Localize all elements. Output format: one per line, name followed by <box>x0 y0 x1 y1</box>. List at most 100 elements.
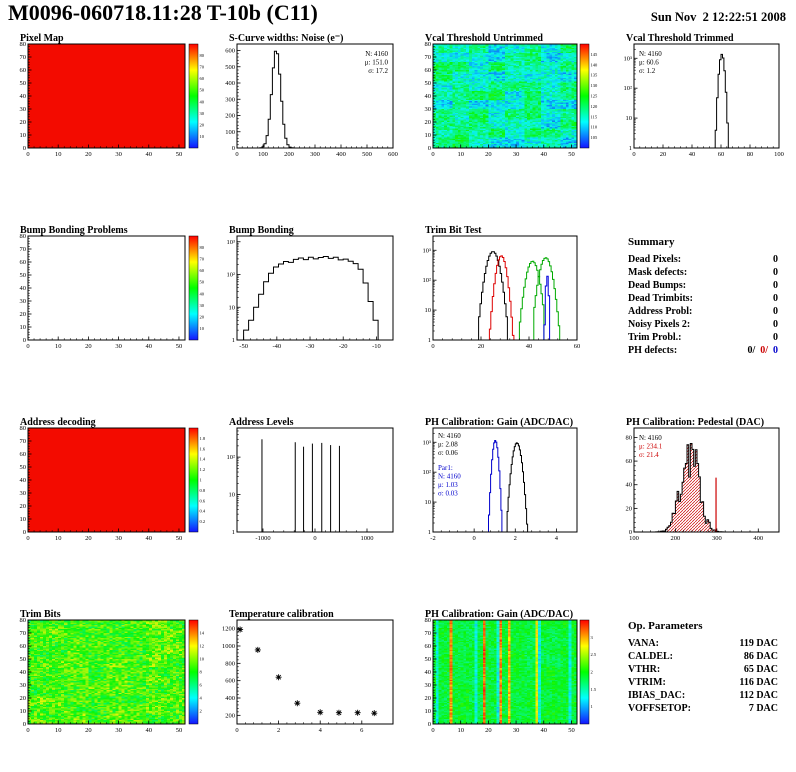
op-value: 119 DAC <box>739 638 778 649</box>
svg-text:100: 100 <box>258 151 268 158</box>
svg-text:1000: 1000 <box>222 643 235 650</box>
svg-text:0: 0 <box>235 727 238 734</box>
plot-svg: 0 10 20 30 40 50 0 10 20 30 40 50 60 70 80 2 4 6 8 10 12 14 <box>20 617 205 734</box>
svg-text:30: 30 <box>115 343 122 350</box>
svg-text:200: 200 <box>671 535 681 542</box>
svg-text:4: 4 <box>319 727 323 734</box>
plot-title: Vcal Threshold Untrimmed <box>425 33 543 44</box>
svg-text:50: 50 <box>568 151 575 158</box>
summary-row: Noisy Pixels 2: 0 <box>628 318 778 331</box>
svg-text:1: 1 <box>591 704 593 709</box>
svg-text:600: 600 <box>225 48 235 55</box>
svg-text:10: 10 <box>626 115 633 122</box>
svg-text:20: 20 <box>20 503 27 510</box>
svg-text:50: 50 <box>176 535 183 542</box>
summary-label: PH defects: <box>628 345 678 356</box>
op-label: IBIAS_DAC: <box>628 690 686 701</box>
svg-text:30: 30 <box>115 151 122 158</box>
op-value: 7 DAC <box>748 703 778 714</box>
summary-row: Mask defects: 0 <box>628 266 778 279</box>
svg-text:100: 100 <box>629 535 639 542</box>
plot-canvas: 0 100 200 300 400 500 600 0 100 200 300 400 500 600 N:… <box>220 33 416 163</box>
svg-text:10: 10 <box>425 708 432 715</box>
svg-text:40: 40 <box>20 477 27 484</box>
svg-text:N: 4160: N: 4160 <box>438 473 461 481</box>
summary-row: Dead Bumps: 0 <box>628 279 778 292</box>
svg-text:12: 12 <box>200 644 205 649</box>
svg-text:20: 20 <box>660 151 667 158</box>
op-parameter-row: VOFFSETOP: 7 DAC <box>628 702 778 715</box>
plot-canvas: 0 10 20 30 40 50 0 10 20 30 40 50 60 70 80 1 1.5 2 2.5 3 <box>416 609 616 739</box>
svg-text:80: 80 <box>425 617 432 624</box>
svg-text:1: 1 <box>428 337 431 344</box>
summary-label: Noisy Pixels 2: <box>628 319 691 330</box>
svg-text:1: 1 <box>428 529 431 536</box>
svg-text:10²: 10² <box>227 454 236 461</box>
svg-text:40: 40 <box>541 727 548 734</box>
svg-text:50: 50 <box>425 80 432 87</box>
svg-text:0: 0 <box>23 721 26 728</box>
plot-canvas: -2 0 2 4 1 10 10² 10³ N: 4160 μ: 2.08 σ: 0.06 Par1:… <box>416 417 616 547</box>
svg-text:60: 60 <box>425 67 432 74</box>
svg-text:70: 70 <box>20 630 27 637</box>
svg-text:10³: 10³ <box>423 247 432 254</box>
svg-text:μ: 2.08: μ: 2.08 <box>438 441 458 449</box>
svg-text:30: 30 <box>20 490 27 497</box>
plot-canvas: 0 10 20 30 40 50 0 10 20 30 40 50 60 70 80 10 20 30 40 50 60… <box>8 225 220 355</box>
svg-text:300: 300 <box>310 151 320 158</box>
svg-text:30: 30 <box>115 535 122 542</box>
svg-text:20: 20 <box>478 343 485 350</box>
op-parameter-row: CALDEL: 86 DAC <box>628 650 778 663</box>
svg-text:0.8: 0.8 <box>200 488 206 493</box>
svg-text:σ: 21.4: σ: 21.4 <box>639 451 659 459</box>
svg-text:10: 10 <box>457 727 464 734</box>
svg-text:2.5: 2.5 <box>591 652 597 657</box>
svg-text:10: 10 <box>55 727 62 734</box>
svg-text:2: 2 <box>591 670 593 675</box>
op-label: VANA: <box>628 638 659 649</box>
plot-trim-bits: Trim Bits 0 10 20 30 40 50 0 10 20 30 40 50 60 70 80 2 4… <box>8 609 220 739</box>
plot-title: Temperature calibration <box>229 609 334 620</box>
svg-text:20: 20 <box>200 122 205 127</box>
plot-vcal-trimmed: Vcal Threshold Trimmed 0 20 40 60 80 100 1 10 10… <box>620 33 796 163</box>
svg-text:N: 4160: N: 4160 <box>639 50 662 58</box>
svg-text:10: 10 <box>229 492 236 499</box>
svg-text:60: 60 <box>425 643 432 650</box>
svg-text:50: 50 <box>20 464 27 471</box>
plot-canvas: -1000 0 1000 1 10 10² <box>220 417 416 547</box>
svg-text:4: 4 <box>200 696 203 701</box>
plot-title: Pixel Map <box>20 33 64 44</box>
op-value: 116 DAC <box>739 677 778 688</box>
plot-bump-bonding: Bump Bonding -50 -40 -30 -20 -10 1 10 10² 10³ <box>220 225 416 355</box>
svg-text:50: 50 <box>425 656 432 663</box>
plot-temperature-calibration: Temperature calibration 0 2 4 6 200 400 600 800… <box>220 609 416 739</box>
svg-text:10²: 10² <box>423 469 432 476</box>
summary-label: Dead Pixels: <box>628 254 682 265</box>
svg-text:40: 40 <box>425 669 432 676</box>
svg-text:70: 70 <box>20 54 27 61</box>
svg-text:6: 6 <box>200 683 203 688</box>
svg-text:30: 30 <box>200 303 205 308</box>
svg-text:10³: 10³ <box>423 439 432 446</box>
timestamp: Sun Nov 2 12:22:51 2008 <box>650 10 786 24</box>
svg-text:105: 105 <box>591 135 599 140</box>
plot-bump-bonding-problems: Bump Bonding Problems 0 10 20 30 40 50 0 10 20 30… <box>8 225 220 355</box>
svg-text:120: 120 <box>591 104 599 109</box>
summary-label: Dead Trimbits: <box>628 293 693 304</box>
svg-text:20: 20 <box>85 535 92 542</box>
svg-text:600: 600 <box>388 151 398 158</box>
heatmap-canvas <box>433 44 577 148</box>
svg-text:0.4: 0.4 <box>200 509 206 514</box>
svg-text:0: 0 <box>23 337 26 344</box>
svg-text:-30: -30 <box>306 343 315 350</box>
page-title: M0096-060718.11:28 T-10b (C11) <box>8 0 318 25</box>
summary-value: 0 <box>773 267 778 278</box>
plot-canvas: 100 200 300 400 0 20 40 60 80 N: 4160 μ: 234.1 σ: 2… <box>620 417 796 547</box>
svg-text:60: 60 <box>20 451 27 458</box>
svg-text:40: 40 <box>526 343 533 350</box>
svg-text:μ: 60.6: μ: 60.6 <box>639 59 659 67</box>
svg-text:-50: -50 <box>239 343 248 350</box>
